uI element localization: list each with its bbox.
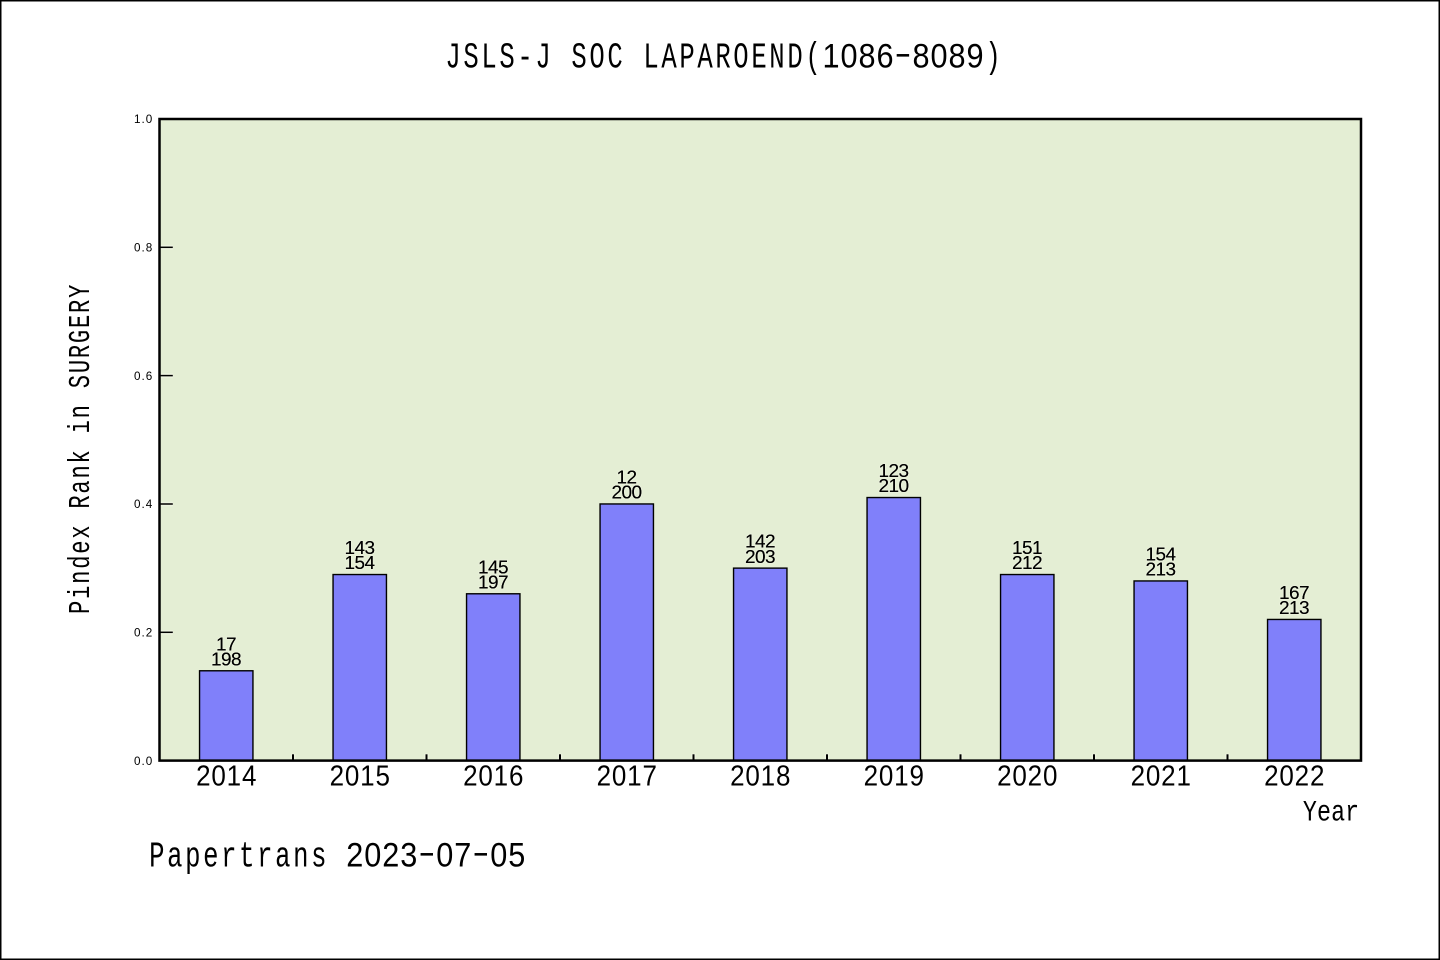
svg-text:154: 154 xyxy=(1145,544,1176,565)
svg-text:12: 12 xyxy=(616,467,637,488)
svg-text:0.2: 0.2 xyxy=(134,626,152,639)
svg-text:167: 167 xyxy=(1279,582,1310,603)
svg-text:198: 198 xyxy=(211,649,242,670)
svg-text:154: 154 xyxy=(344,553,375,574)
svg-text:198: 198 xyxy=(211,649,242,670)
svg-text:123: 123 xyxy=(878,460,909,481)
svg-text:212: 212 xyxy=(1012,553,1043,574)
svg-text:2022: 2022 xyxy=(1264,759,1324,791)
svg-text:20230705: 20230705 xyxy=(346,836,525,874)
svg-text:17: 17 xyxy=(216,634,237,655)
svg-text:210: 210 xyxy=(878,476,909,497)
svg-text:213: 213 xyxy=(1279,597,1310,618)
svg-text:JSLS-JSOCLAPAROEND(−): JSLS-JSOCLAPAROEND(−) xyxy=(445,39,1000,79)
svg-text:2015: 2015 xyxy=(330,759,390,791)
svg-text:0.4: 0.4 xyxy=(134,498,153,511)
svg-text:17: 17 xyxy=(216,634,237,655)
svg-text:142: 142 xyxy=(745,531,776,552)
svg-text:143: 143 xyxy=(344,537,375,558)
svg-text:2017: 2017 xyxy=(597,759,657,791)
svg-text:213: 213 xyxy=(1145,559,1176,580)
svg-text:0.6: 0.6 xyxy=(134,370,152,383)
svg-text:142: 142 xyxy=(745,531,776,552)
svg-text:203: 203 xyxy=(745,546,776,567)
svg-text:145: 145 xyxy=(478,557,509,578)
svg-text:197: 197 xyxy=(478,572,509,593)
svg-text:154: 154 xyxy=(1145,544,1176,565)
svg-text:Year: Year xyxy=(1303,796,1359,829)
svg-text:213: 213 xyxy=(1145,559,1176,580)
svg-text:2016: 2016 xyxy=(463,759,523,791)
svg-text:2019: 2019 xyxy=(864,759,924,791)
svg-text:PindexRankinSURGERY: PindexRankinSURGERY xyxy=(65,285,100,614)
svg-text:12: 12 xyxy=(616,467,637,488)
svg-text:203: 203 xyxy=(745,546,776,567)
svg-text:151: 151 xyxy=(1012,537,1043,558)
svg-text:210: 210 xyxy=(878,476,909,497)
svg-text:151: 151 xyxy=(1012,537,1043,558)
svg-text:2020: 2020 xyxy=(997,759,1057,791)
svg-text:154: 154 xyxy=(344,553,375,574)
svg-text:0.8: 0.8 xyxy=(134,241,152,254)
svg-text:1.0: 1.0 xyxy=(134,113,153,126)
svg-text:145: 145 xyxy=(478,557,509,578)
svg-text:143: 143 xyxy=(344,537,375,558)
svg-text:2018: 2018 xyxy=(730,759,790,791)
svg-text:213: 213 xyxy=(1279,597,1310,618)
svg-text:167: 167 xyxy=(1279,582,1310,603)
svg-text:200: 200 xyxy=(611,482,642,503)
svg-text:197: 197 xyxy=(478,572,509,593)
svg-text:Papertrans−−: Papertrans−− xyxy=(149,838,488,878)
svg-text:0.0: 0.0 xyxy=(134,755,153,768)
svg-text:2021: 2021 xyxy=(1131,759,1191,791)
svg-text:212: 212 xyxy=(1012,553,1043,574)
svg-text:200: 200 xyxy=(611,482,642,503)
svg-text:123: 123 xyxy=(878,460,909,481)
svg-text:2014: 2014 xyxy=(196,759,256,791)
